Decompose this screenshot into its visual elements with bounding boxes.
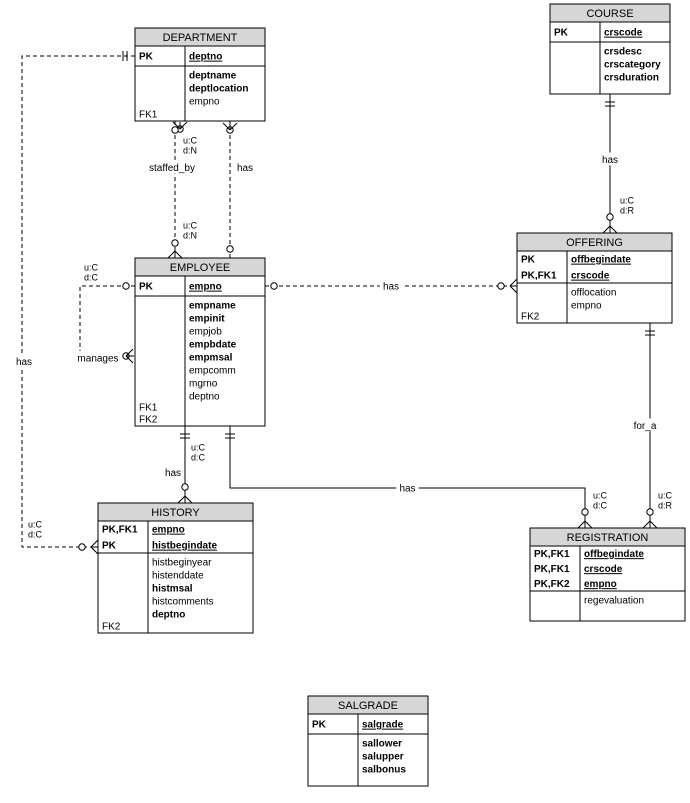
offering-pk-label-1: PK,FK1 (521, 271, 557, 282)
salgrade-pk-attr: salgrade (362, 720, 404, 731)
registration-fk-cell (530, 591, 580, 621)
employee-attr-7: deptno (189, 392, 220, 403)
offering-attr-1: empno (571, 301, 602, 312)
offering-pk-label-0: PK (521, 255, 536, 266)
history-attr-3: histcomments (152, 597, 214, 608)
card-dept-hist-1: d:C (28, 529, 43, 539)
card-emp-hist-1: d:C (191, 452, 206, 462)
offering-attr-0: offlocation (571, 288, 616, 299)
registration-pk-attr-0: offbegindate (584, 549, 644, 560)
department-fk-label-0: FK1 (139, 110, 158, 121)
salgrade-attr-1: salupper (362, 752, 404, 763)
employee-attr-5: empcomm (189, 366, 236, 377)
card-staffed-top-1: d:N (183, 145, 197, 155)
registration-attr-0: regevaluation (584, 596, 644, 607)
employee-fk-label-1: FK2 (139, 415, 158, 426)
history-attr-2: histmsal (152, 584, 193, 595)
label-dept-hist: has (16, 357, 32, 368)
label-staffed-by: staffed_by (149, 163, 195, 174)
course-attr-0: crsdesc (604, 47, 642, 58)
card-staffed-top-0: u:C (183, 135, 198, 145)
card-emp-reg-0: u:C (593, 490, 608, 500)
course-pk-label: PK (554, 28, 569, 39)
course-attr-1: crscategory (604, 60, 661, 71)
salgrade-fk-cell (308, 734, 358, 786)
label-emp-reg: has (399, 484, 415, 495)
registration-pk-attr-2: empno (584, 579, 617, 590)
department-title-text: DEPARTMENT (163, 32, 238, 44)
card-off-reg-0: u:C (658, 490, 673, 500)
card-staffed-bot-1: d:N (183, 230, 197, 240)
department-attr-1: deptlocation (189, 84, 248, 95)
offering-pk-attr-1: crscode (571, 271, 610, 282)
card-manages-0: u:C (84, 262, 99, 272)
history-attr-1: histenddate (152, 571, 204, 582)
registration-title-text: REGISTRATION (567, 532, 649, 544)
employee-title-text: EMPLOYEE (170, 262, 231, 274)
department-pk-label: PK (139, 52, 154, 63)
salgrade-attr-2: salbonus (362, 765, 406, 776)
course-pk-attr: crscode (604, 28, 643, 39)
edge-dept-hist (22, 56, 135, 547)
label-emp-off: has (383, 282, 399, 293)
registration-pk-label-2: PK,FK2 (534, 579, 570, 590)
employee-pk-attr: empno (189, 282, 222, 293)
history-pk-label-0: PK,FK1 (102, 525, 138, 536)
registration-pk-label-1: PK,FK1 (534, 564, 570, 575)
card-manages-1: d:C (84, 272, 99, 282)
registration-pk-label-0: PK,FK1 (534, 549, 570, 560)
employee-pk-label: PK (139, 282, 154, 293)
label-manages: manages (77, 354, 118, 365)
course-title-text: COURSE (586, 8, 633, 20)
history-pk-attr-0: empno (152, 525, 185, 536)
card-emp-hist-0: u:C (191, 442, 206, 452)
department-pk-attr: deptno (189, 52, 222, 63)
label-emp-hist: has (165, 468, 181, 479)
card-staffed-bot-0: u:C (183, 220, 198, 230)
history-attr-4: deptno (152, 610, 185, 621)
edge-manages (80, 286, 135, 356)
label-course-off: has (602, 155, 618, 166)
label-off-reg: for_a (634, 421, 657, 432)
card-emp-reg-1: d:C (593, 500, 608, 510)
registration-pk-attr-1: crscode (584, 564, 623, 575)
history-pk-attr-1: histbegindate (152, 541, 217, 552)
employee-attr-4: empmsal (189, 353, 233, 364)
employee-attr-6: mgrno (189, 379, 218, 390)
edge-emp-reg (230, 426, 585, 528)
card-off-reg-1: d:R (658, 500, 673, 510)
history-attr-0: histbeginyear (152, 558, 212, 569)
offering-title-text: OFFERING (566, 237, 623, 249)
er-diagram: DEPARTMENT PK deptno FK1 deptname deptlocatio… (0, 0, 690, 803)
employee-fk-label-0: FK1 (139, 403, 158, 414)
salgrade-pk-label: PK (312, 720, 327, 731)
card-course-off-0: u:C (620, 195, 635, 205)
course-attr-2: crsduration (604, 73, 659, 84)
history-pk-label-1: PK (102, 541, 117, 552)
employee-attr-0: empname (189, 301, 236, 312)
history-title-text: HISTORY (151, 507, 200, 519)
offering-pk-attr-0: offbegindate (571, 255, 631, 266)
course-fk-cell (550, 42, 600, 94)
history-fk-label-0: FK2 (102, 622, 121, 633)
employee-attr-3: empbdate (189, 340, 237, 351)
department-attr-2: empno (189, 97, 220, 108)
offering-fk-label-0: FK2 (521, 312, 540, 323)
card-dept-hist-0: u:C (28, 519, 43, 529)
department-attr-0: deptname (189, 71, 237, 82)
salgrade-attr-0: sallower (362, 739, 402, 750)
card-course-off-1: d:R (620, 205, 635, 215)
employee-attr-2: empjob (189, 327, 222, 338)
salgrade-title-text: SALGRADE (338, 700, 398, 712)
label-dept-emp-has: has (237, 163, 253, 174)
employee-attr-1: empinit (189, 314, 225, 325)
